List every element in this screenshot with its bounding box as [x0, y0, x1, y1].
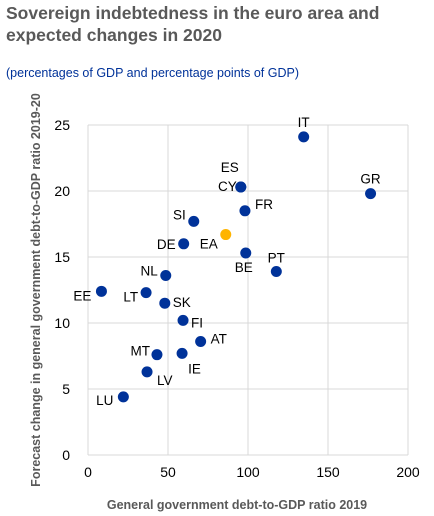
point-si: [188, 215, 200, 227]
point-ea: [220, 229, 232, 241]
label-gr: GR: [360, 172, 381, 187]
label-es: ES: [221, 160, 239, 175]
point-at: [195, 335, 207, 347]
x-tick-label: 100: [236, 464, 260, 480]
y-tick-label: 10: [54, 315, 70, 331]
point-be: [240, 247, 252, 259]
chart-title: Sovereign indebtedness in the euro area …: [6, 3, 380, 45]
point-de: [178, 238, 190, 250]
point-gr: [365, 188, 377, 200]
x-tick-label: 50: [160, 464, 176, 480]
label-lt: LT: [123, 290, 138, 305]
label-at: AT: [211, 331, 227, 346]
y-tick-label: 5: [62, 381, 70, 397]
label-sk: SK: [173, 295, 191, 310]
point-fr: [239, 205, 251, 217]
label-cy: CY: [218, 179, 237, 194]
x-tick-label: 200: [396, 464, 420, 480]
y-tick-label: 0: [62, 447, 70, 463]
label-pt: PT: [268, 251, 285, 266]
y-tick-label: 20: [54, 183, 70, 199]
label-ee: EE: [73, 288, 91, 303]
label-fi: FI: [191, 315, 203, 330]
label-lu: LU: [96, 393, 113, 408]
label-si: SI: [173, 207, 186, 222]
label-fr: FR: [255, 197, 273, 212]
label-ea: EA: [200, 237, 218, 252]
point-nl: [160, 269, 172, 281]
label-ie: IE: [188, 361, 201, 376]
point-cy: [235, 181, 247, 193]
point-lv: [141, 366, 153, 378]
point-pt: [270, 266, 282, 278]
label-nl: NL: [140, 263, 158, 278]
y-tick-label: 15: [54, 249, 70, 265]
point-ie: [176, 347, 188, 359]
point-sk: [159, 297, 171, 309]
label-de: DE: [157, 237, 176, 252]
point-lt: [140, 287, 152, 299]
gridlines: [87, 124, 409, 456]
y-axis-title: Forecast change in general government de…: [29, 93, 43, 487]
chart-subtitle: (percentages of GDP and percentage point…: [6, 66, 299, 80]
x-tick-label: 0: [84, 464, 92, 480]
label-be: BE: [235, 260, 253, 275]
axis-ticks: 0 5 10 15 20 25 0 50 100 150 200: [54, 117, 419, 480]
data-points: [95, 131, 377, 403]
point-ee: [95, 285, 107, 297]
label-it: IT: [298, 115, 310, 130]
point-fi: [177, 314, 189, 326]
x-axis-title: General government debt-to-GDP ratio 201…: [107, 498, 367, 512]
y-tick-label: 25: [54, 117, 70, 133]
point-lu: [117, 391, 129, 403]
x-tick-label: 150: [316, 464, 340, 480]
point-mt: [151, 349, 163, 361]
point-it: [298, 131, 310, 143]
label-lv: LV: [157, 373, 173, 388]
label-mt: MT: [130, 344, 150, 359]
